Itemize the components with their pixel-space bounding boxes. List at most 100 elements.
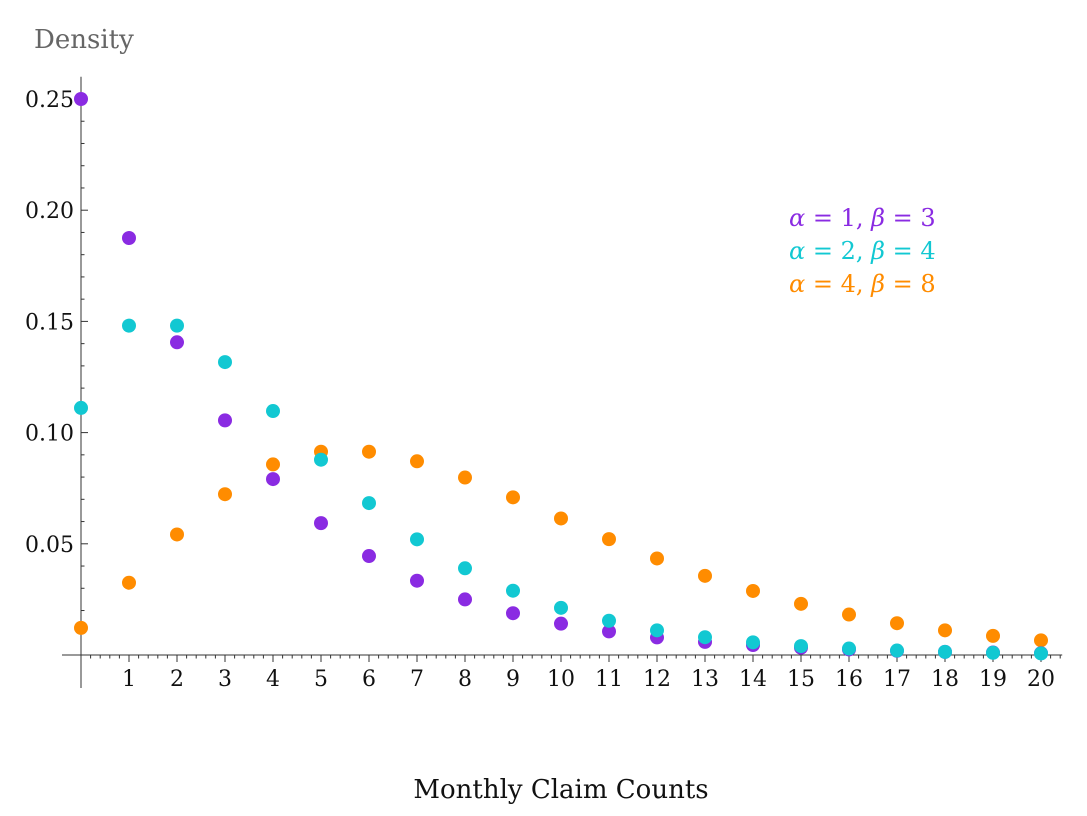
data-point	[458, 592, 472, 607]
data-point	[410, 454, 424, 469]
data-point	[794, 596, 808, 611]
data-point	[170, 318, 184, 333]
x-tick-label: 14	[739, 667, 767, 692]
legend-text-part: = 2,	[805, 237, 871, 265]
data-point	[650, 623, 664, 638]
data-point	[986, 645, 1000, 660]
y-tick-label: 0.15	[25, 310, 74, 335]
data-point	[842, 607, 856, 622]
data-point	[218, 413, 232, 428]
x-tick-label: 7	[410, 667, 424, 692]
data-point	[266, 404, 280, 419]
x-axis-title: Monthly Claim Counts	[413, 775, 708, 805]
legend-text-part: = 1,	[805, 204, 871, 232]
legend: α = 1, β = 3α = 2, β = 4α = 4, β = 8	[789, 204, 936, 298]
data-point	[122, 318, 136, 333]
y-tick-label: 0.05	[25, 533, 74, 558]
data-point	[554, 511, 568, 526]
x-tick-label: 9	[506, 667, 520, 692]
data-point	[1034, 646, 1048, 661]
data-point	[266, 457, 280, 472]
x-tick-label: 20	[1027, 667, 1055, 692]
x-tick-label: 11	[595, 667, 623, 692]
x-tick-label: 15	[787, 667, 815, 692]
data-point	[170, 527, 184, 542]
data-point	[794, 639, 808, 654]
legend-entry-2: α = 2, β = 4	[789, 237, 936, 265]
data-point	[1034, 633, 1048, 648]
x-tick-label: 1	[122, 667, 136, 692]
data-point	[170, 335, 184, 350]
data-point	[362, 444, 376, 459]
y-ticks: 0.05 0.10 0.15 0.20 0.25	[25, 88, 88, 634]
x-tick-label: 18	[931, 667, 959, 692]
legend-entry-1: α = 1, β = 3	[789, 204, 936, 232]
data-point	[698, 630, 712, 645]
data-point	[698, 568, 712, 583]
y-axis-title: Density	[34, 25, 134, 55]
data-point	[74, 92, 88, 106]
y-tick-label: 0.25	[25, 88, 74, 113]
y-tick-label: 0.20	[25, 199, 74, 224]
data-point	[218, 487, 232, 502]
data-point	[506, 583, 520, 598]
x-tick-label: 5	[314, 667, 328, 692]
data-point	[74, 400, 88, 415]
legend-text-part: β	[870, 270, 885, 298]
data-point	[362, 549, 376, 564]
series-2	[74, 318, 1048, 661]
x-tick-label: 8	[458, 667, 472, 692]
data-point	[74, 620, 88, 635]
data-point	[986, 628, 1000, 643]
x-tick-label: 3	[218, 667, 232, 692]
axes: 1 2 3 4 5 6 7 8 9 10 11 12 13 14 15 16 17 18 19 20 0.050.10…	[25, 76, 1063, 692]
x-tick-label: 19	[979, 667, 1007, 692]
data-point	[746, 635, 760, 650]
data-point	[602, 613, 616, 628]
data-point	[602, 624, 616, 639]
legend-text-part: α	[789, 237, 805, 265]
legend-text-part: β	[870, 204, 885, 232]
data-points	[74, 92, 1048, 661]
legend-text-part: α	[789, 204, 805, 232]
x-tick-label: 10	[547, 667, 575, 692]
data-point	[602, 532, 616, 547]
y-tick-label: 0.10	[25, 422, 74, 447]
x-tick-label: 6	[362, 667, 376, 692]
data-point	[650, 551, 664, 566]
data-point	[266, 472, 280, 487]
data-point	[218, 355, 232, 370]
data-point	[746, 583, 760, 598]
x-tick-label: 17	[883, 667, 911, 692]
legend-text-part: = 8	[885, 270, 936, 298]
data-point	[890, 616, 904, 631]
legend-text-part: = 4	[885, 237, 936, 265]
legend-entry-3: α = 4, β = 8	[789, 270, 936, 298]
x-ticks: 1 2 3 4 5 6 7 8 9 10 11 12 13 14 15 16 17 18 19 20	[90, 655, 1061, 692]
data-point	[362, 496, 376, 511]
data-point	[314, 452, 328, 467]
data-point	[410, 532, 424, 547]
data-point	[122, 575, 136, 590]
legend-text-part: α	[789, 270, 805, 298]
data-point	[842, 641, 856, 656]
x-tick-label: 4	[266, 667, 280, 692]
data-point	[938, 644, 952, 659]
legend-text-part: = 4,	[805, 270, 871, 298]
data-point	[506, 490, 520, 505]
legend-text-part: = 3	[885, 204, 936, 232]
data-point	[314, 516, 328, 531]
data-point	[506, 606, 520, 621]
data-point	[938, 623, 952, 638]
legend-text-part: β	[870, 237, 885, 265]
x-tick-label: 16	[835, 667, 863, 692]
x-tick-label: 13	[691, 667, 719, 692]
data-point	[458, 561, 472, 576]
data-point	[890, 643, 904, 658]
data-point	[554, 616, 568, 631]
x-tick-label: 2	[170, 667, 184, 692]
data-point	[122, 231, 136, 245]
data-point	[554, 600, 568, 615]
x-tick-label: 12	[643, 667, 671, 692]
